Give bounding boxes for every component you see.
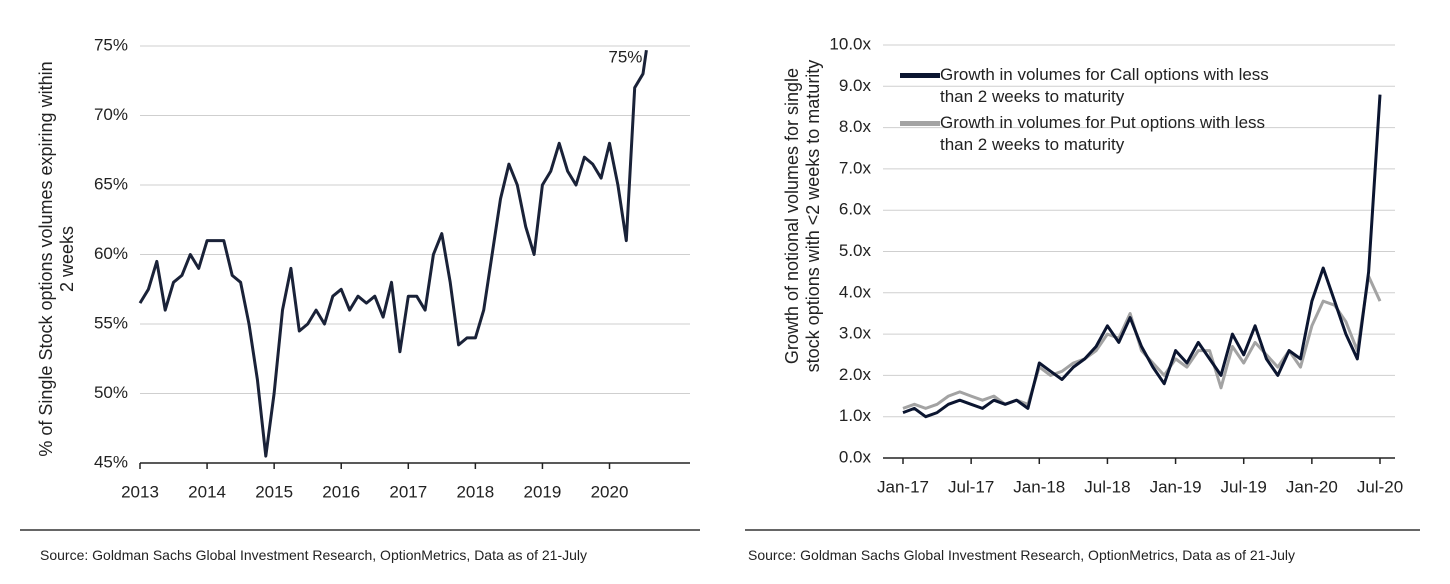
annotation: 75% — [608, 48, 642, 67]
y-tick-label: 9.0x — [839, 76, 872, 95]
x-tick-label: 2019 — [524, 482, 562, 501]
x-tick-label: 2016 — [322, 482, 360, 501]
y-axis-title: Growth of notional volumes for single st… — [782, 59, 823, 373]
y-tick-label: 70% — [94, 105, 128, 124]
y-tick-label: 60% — [94, 244, 128, 263]
series-line — [902, 94, 1382, 419]
y-tick-label: 50% — [94, 383, 128, 402]
legend-swatch — [900, 73, 940, 78]
y-tick-label: 6.0x — [839, 200, 872, 219]
y-tick-label: 1.0x — [839, 406, 872, 425]
legend-item: Growth in volumes for Put options with l… — [900, 112, 1280, 156]
x-tick-label: 2018 — [456, 482, 494, 501]
x-tick-label: 2020 — [591, 482, 629, 501]
series-line — [138, 49, 648, 458]
x-tick-label: 2015 — [255, 482, 293, 501]
series-line — [902, 274, 1382, 410]
x-tick-label: 2013 — [121, 482, 159, 501]
legend: Growth in volumes for Call options with … — [900, 64, 1280, 160]
legend-label: Growth in volumes for Call options with … — [940, 65, 1269, 106]
y-tick-label: 65% — [94, 174, 128, 193]
y-tick-label: 8.0x — [839, 117, 872, 136]
x-tick-label: Jan-20 — [1286, 477, 1338, 496]
source-note: Source: Goldman Sachs Global Investment … — [748, 547, 1296, 563]
y-tick-label: 55% — [94, 313, 128, 332]
y-axis-title: % of Single Stock options volumes expiri… — [36, 61, 77, 457]
legend-label: Growth in volumes for Put options with l… — [940, 113, 1266, 154]
x-tick-label: 2017 — [389, 482, 427, 501]
x-tick-label: Jul-20 — [1357, 477, 1403, 496]
y-tick-label: 0.0x — [839, 447, 872, 466]
x-tick-label: Jul-19 — [1221, 477, 1267, 496]
x-tick-label: Jan-18 — [1013, 477, 1065, 496]
legend-item: Growth in volumes for Call options with … — [900, 64, 1280, 108]
x-tick-label: 2014 — [188, 482, 226, 501]
x-tick-label: Jul-17 — [948, 477, 994, 496]
x-tick-label: Jul-18 — [1084, 477, 1130, 496]
source-note: Source: Goldman Sachs Global Investment … — [40, 547, 588, 563]
y-tick-label: 5.0x — [839, 241, 872, 260]
y-tick-label: 75% — [94, 35, 128, 54]
x-tick-label: Jan-17 — [877, 477, 929, 496]
y-tick-label: 10.0x — [829, 34, 871, 53]
legend-swatch — [900, 121, 940, 126]
x-tick-label: Jan-19 — [1150, 477, 1202, 496]
y-tick-label: 2.0x — [839, 365, 872, 384]
y-tick-label: 3.0x — [839, 324, 872, 343]
y-tick-label: 7.0x — [839, 158, 872, 177]
y-tick-label: 45% — [94, 452, 128, 471]
y-tick-label: 4.0x — [839, 282, 872, 301]
